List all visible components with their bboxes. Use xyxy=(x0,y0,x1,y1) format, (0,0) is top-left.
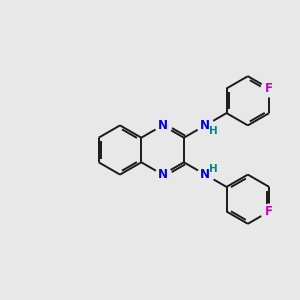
Text: N: N xyxy=(158,168,168,181)
Text: N: N xyxy=(200,168,210,181)
Text: F: F xyxy=(265,205,273,218)
Text: F: F xyxy=(265,82,273,95)
Text: H: H xyxy=(209,126,218,136)
Text: N: N xyxy=(200,119,210,132)
Text: N: N xyxy=(158,119,168,132)
Text: H: H xyxy=(209,164,218,174)
